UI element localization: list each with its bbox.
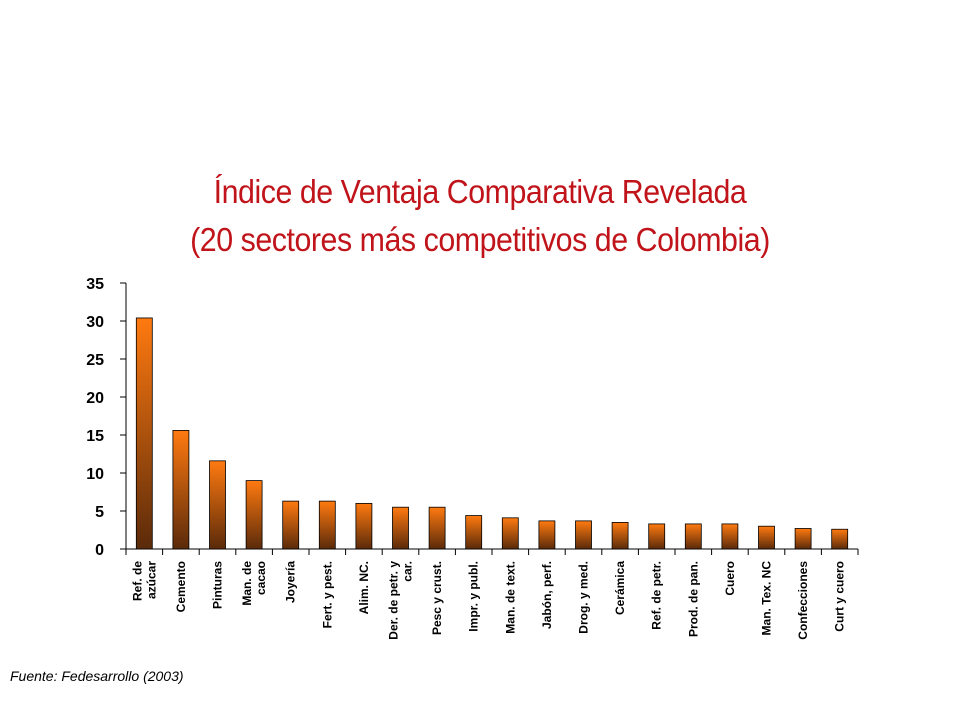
x-category-label-line: Man. de xyxy=(240,561,254,606)
y-tick-label: 10 xyxy=(86,466,104,483)
x-category-label: Man. de cacao xyxy=(240,561,268,606)
x-category-label-line: Man. de text. xyxy=(503,561,517,634)
x-category-label: Ref. de petr. xyxy=(650,561,664,630)
bar xyxy=(575,520,592,550)
x-category-label: Pesc y crust. xyxy=(430,561,444,635)
x-category-label-line: Cuero xyxy=(723,561,737,596)
x-category-label: Jabón, perf. xyxy=(540,561,554,629)
x-category-label: Confecciones xyxy=(796,561,810,640)
y-tick-label: 30 xyxy=(86,314,104,331)
x-category-label: Pinturas xyxy=(211,561,225,609)
x-category-label-line: cacao xyxy=(254,561,268,595)
x-category-label-line: Jabón, perf. xyxy=(540,561,554,629)
x-category-label-line: azúcar xyxy=(144,561,158,599)
y-tick-label: 5 xyxy=(95,504,104,521)
x-category-label-line: Confecciones xyxy=(796,561,810,640)
x-category-label: Cuero xyxy=(723,561,737,596)
bar xyxy=(648,523,666,550)
bar xyxy=(172,430,190,550)
y-tick-label: 20 xyxy=(86,390,104,407)
bar xyxy=(428,506,446,550)
bar xyxy=(721,523,739,550)
chart-title-line2: (20 sectores más competitivos de Colombi… xyxy=(190,221,770,258)
bar xyxy=(135,317,153,550)
x-category-label: Impr. y publ. xyxy=(467,561,481,632)
x-category-label-line: Curt y cuero xyxy=(833,561,847,632)
x-category-label: Prod. de pan. xyxy=(686,561,700,637)
chart-title-line1: Índice de Ventaja Comparativa Revelada xyxy=(213,173,747,210)
x-category-label-line: Joyería xyxy=(284,561,298,603)
source-note: Fuente: Fedesarrollo (2003) xyxy=(10,668,184,684)
y-tick-label: 15 xyxy=(86,428,104,445)
bar xyxy=(282,500,300,550)
x-category-label: Ref. de azúcar xyxy=(130,561,158,601)
bar xyxy=(318,500,336,550)
x-category-label-line: Cerámica xyxy=(613,561,627,615)
bar xyxy=(355,502,373,550)
chart-title: Índice de Ventaja Comparativa Revelada (… xyxy=(38,168,921,264)
bar xyxy=(209,460,226,550)
x-category-label-line: Drog. y med. xyxy=(577,561,591,634)
bar xyxy=(684,523,702,550)
bar xyxy=(501,517,519,550)
x-category-label-line: Ref. de xyxy=(130,561,144,601)
x-category-label: Joyería xyxy=(284,561,298,603)
x-category-label: Drog. y med. xyxy=(577,561,591,634)
bar xyxy=(831,528,849,550)
x-category-label-line: Pinturas xyxy=(211,561,225,609)
y-tick-label: 25 xyxy=(86,352,104,369)
x-category-label-line: Fert. y pest. xyxy=(320,561,334,628)
x-category-label: Man. Tex. NC xyxy=(760,561,774,636)
x-category-label: Alim. NC. xyxy=(357,561,371,614)
x-category-label-line: Ref. de petr. xyxy=(650,561,664,630)
bar xyxy=(758,525,775,550)
x-category-label-line: Man. Tex. NC xyxy=(760,561,774,636)
x-category-label-line: Der. de petr. y xyxy=(387,561,401,640)
bar xyxy=(392,506,409,550)
x-category-label-line: car. xyxy=(401,561,415,582)
x-category-label-line: Cemento xyxy=(174,561,188,612)
x-category-label: Cemento xyxy=(174,561,188,612)
x-category-label-line: Pesc y crust. xyxy=(430,561,444,635)
bar xyxy=(245,480,263,550)
y-tick-label: 0 xyxy=(95,542,104,559)
x-category-label-line: Prod. de pan. xyxy=(686,561,700,637)
bar xyxy=(465,515,483,550)
x-category-label: Fert. y pest. xyxy=(320,561,334,628)
x-category-label: Man. de text. xyxy=(503,561,517,634)
x-category-label-line: Alim. NC. xyxy=(357,561,371,614)
x-category-label: Curt y cuero xyxy=(833,561,847,632)
bar xyxy=(794,528,812,550)
bar xyxy=(611,522,629,550)
x-category-label-line: Impr. y publ. xyxy=(467,561,481,632)
bar xyxy=(538,520,556,550)
y-tick-label: 35 xyxy=(86,276,104,293)
x-category-label: Der. de petr. y car. xyxy=(387,561,415,640)
x-category-label: Cerámica xyxy=(613,561,627,615)
